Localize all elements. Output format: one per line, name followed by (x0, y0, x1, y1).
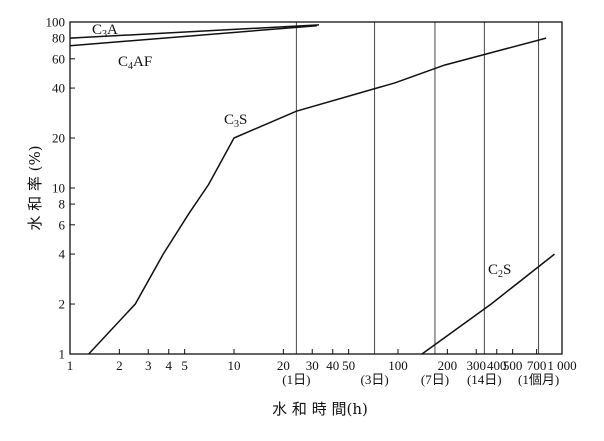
reference-label-4: (1個月) (518, 372, 559, 387)
y-tick-label-7: 40 (52, 81, 65, 96)
x-tick-label-9: 50 (342, 358, 355, 373)
y-tick-label-6: 20 (52, 131, 65, 146)
series-line-c3a (69, 24, 320, 39)
y-tick-label-2: 4 (59, 247, 66, 262)
series-lines (69, 24, 555, 355)
x-tick-label-16: 1 000 (547, 358, 576, 373)
y-axis-title: 水 和 率 (%) (26, 145, 44, 230)
series-line-c2s (421, 253, 555, 355)
series-label-c3a: C3A (92, 22, 118, 40)
x-tick-label-1: 2 (116, 358, 123, 373)
plot-frame (69, 21, 563, 355)
y-tick-label-5: 10 (52, 181, 65, 196)
x-tick-label-10: 100 (388, 358, 408, 373)
x-axis-title: 水 和 時 間(h) (272, 400, 368, 418)
series-label-c2s: C2S (488, 262, 511, 280)
x-tick-label-13: 400 (487, 358, 507, 373)
x-tick-label-11: 200 (438, 358, 458, 373)
x-tick-label-14: 500 (503, 358, 523, 373)
axis-ticks: (1日) (3日) (7日) (14日) (1個月)1 2 3 4 5 10 20 30 40 50 100… (46, 15, 577, 388)
y-tick-label-9: 80 (52, 31, 65, 46)
x-tick-label-6: 20 (277, 358, 290, 373)
y-tick-label-10: 100 (46, 15, 66, 30)
y-tick-label-4: 8 (59, 197, 66, 212)
x-tick-label-8: 40 (326, 358, 339, 373)
x-tick-label-5: 10 (228, 358, 241, 373)
x-tick-label-12: 300 (466, 358, 486, 373)
reference-label-3: (14日) (467, 372, 502, 387)
x-tick-label-4: 5 (181, 358, 188, 373)
y-tick-label-8: 60 (52, 51, 65, 66)
series-label-c4af: C4AF (118, 54, 152, 72)
reference-lines (295, 22, 540, 354)
x-tick-label-0: 1 (67, 358, 74, 373)
reference-label-0: (1日) (282, 372, 310, 387)
x-tick-label-7: 30 (306, 358, 319, 373)
y-tick-label-1: 2 (59, 297, 66, 312)
x-tick-label-3: 4 (165, 358, 172, 373)
series-line-c4af (69, 24, 317, 47)
x-tick-label-2: 3 (145, 358, 152, 373)
series-label-c3s: C3S (224, 112, 247, 130)
reference-label-2: (7日) (421, 372, 449, 387)
reference-label-1: (3日) (361, 372, 389, 387)
y-tick-label-3: 6 (59, 217, 66, 232)
series-line-c3s (88, 37, 547, 355)
y-tick-label-0: 1 (59, 347, 66, 362)
x-tick-label-15: 700 (527, 358, 547, 373)
